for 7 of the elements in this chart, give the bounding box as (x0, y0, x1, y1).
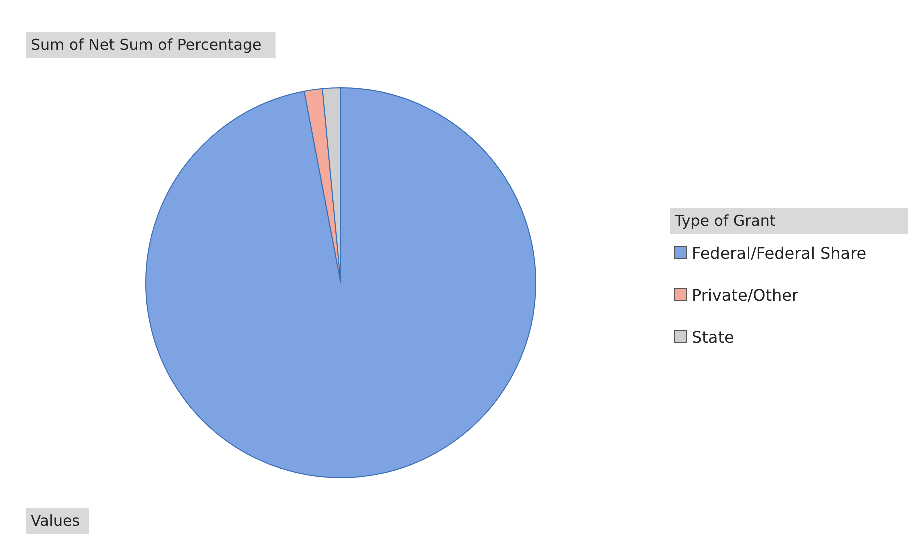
legend-label: Private/Other (692, 286, 800, 305)
legend-label: Federal/Federal Share (692, 244, 867, 263)
text: Values (31, 512, 80, 530)
pie-slice (146, 88, 536, 478)
legend-title: Type of Grant (674, 212, 776, 230)
legend-label: State (692, 328, 734, 347)
chart-title: Sum of Net Sum of Percentage (31, 36, 262, 54)
